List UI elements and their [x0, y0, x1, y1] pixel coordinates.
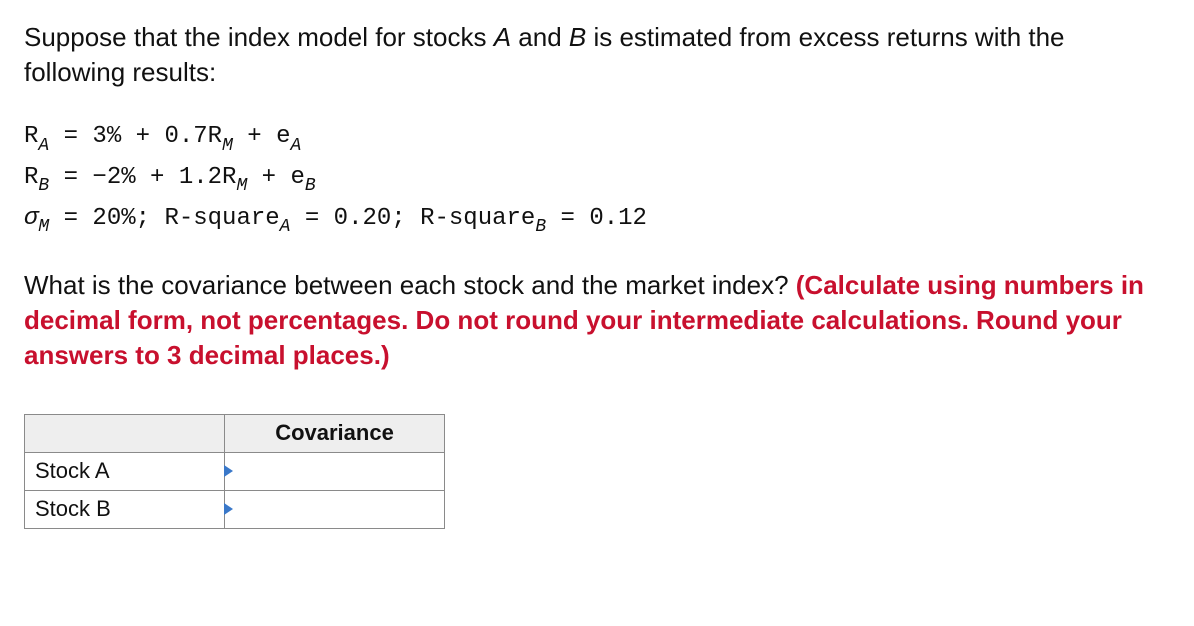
- eq2-lhs-var: R: [24, 164, 38, 191]
- eq3-rsqA-val: = 0.20;: [290, 205, 420, 232]
- eq1-rm-var: R: [208, 123, 222, 150]
- table-row: Stock A: [25, 452, 445, 490]
- equation-line-3: σM = 20%; R-squareA = 0.20; R-squareB = …: [24, 200, 1170, 241]
- eq2-e-var: e: [290, 164, 304, 191]
- eq3-sigma: σ: [24, 205, 38, 232]
- question-text: What is the covariance between each stoc…: [24, 268, 1170, 373]
- eq1-lhs-sub: A: [38, 136, 49, 156]
- table-row: Stock B: [25, 490, 445, 528]
- equation-line-1: RA = 3% + 0.7RM + eA: [24, 118, 1170, 159]
- eq3-rsqB-label: R-square: [420, 205, 535, 232]
- eq1-e-sub: A: [291, 136, 302, 156]
- eq2-lhs-sub: B: [38, 176, 49, 196]
- eq3-rsqA-sub: A: [280, 217, 291, 237]
- eq1-rhs-lead: = 3% + 0.7: [49, 123, 207, 150]
- eq3-part1: = 20%;: [49, 205, 164, 232]
- eq1-rm-sub: M: [222, 136, 233, 156]
- intro-stock-b: B: [569, 22, 586, 52]
- input-cell-stock-b[interactable]: [225, 490, 445, 528]
- eq2-e-sub: B: [305, 176, 316, 196]
- eq3-rsqB-sub: B: [535, 217, 546, 237]
- input-cell-stock-a[interactable]: [225, 452, 445, 490]
- equation-line-2: RB = −2% + 1.2RM + eB: [24, 159, 1170, 200]
- row-label-stock-b: Stock B: [25, 490, 225, 528]
- covariance-input-stock-a[interactable]: [225, 453, 444, 490]
- eq2-rhs-lead: = −2% + 1.2: [49, 164, 222, 191]
- intro-text-1: Suppose that the index model for stocks: [24, 22, 494, 52]
- eq1-plus: +: [233, 123, 276, 150]
- eq1-e-var: e: [276, 123, 290, 150]
- answer-table-header-row: Covariance: [25, 414, 445, 452]
- eq3-sigma-sub: M: [38, 217, 49, 237]
- answer-table: Covariance Stock A Stock B: [24, 414, 445, 529]
- eq1-lhs-var: R: [24, 123, 38, 150]
- header-covariance: Covariance: [225, 414, 445, 452]
- header-blank: [25, 414, 225, 452]
- eq3-rsqB-val: = 0.12: [546, 205, 647, 232]
- row-label-stock-a: Stock A: [25, 452, 225, 490]
- intro-text-2: and: [511, 22, 569, 52]
- eq3-rsqA-label: R-square: [164, 205, 279, 232]
- question-black: What is the covariance between each stoc…: [24, 270, 796, 300]
- equations-block: RA = 3% + 0.7RM + eA RB = −2% + 1.2RM + …: [24, 118, 1170, 240]
- eq2-plus: +: [247, 164, 290, 191]
- input-marker-icon: [224, 465, 233, 477]
- eq2-rm-var: R: [222, 164, 236, 191]
- problem-intro: Suppose that the index model for stocks …: [24, 20, 1170, 90]
- covariance-input-stock-b[interactable]: [225, 491, 444, 528]
- eq2-rm-sub: M: [236, 176, 247, 196]
- intro-stock-a: A: [494, 22, 511, 52]
- input-marker-icon: [224, 503, 233, 515]
